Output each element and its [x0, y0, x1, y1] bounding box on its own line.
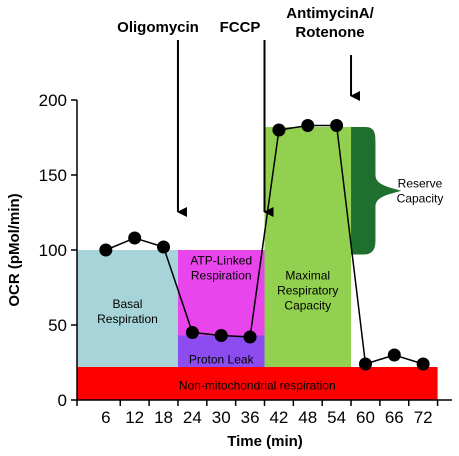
data-point — [157, 240, 171, 254]
data-point — [185, 326, 199, 339]
injection-layer: Oligomycin FCCP AntimycinA/Rotenone — [117, 5, 375, 217]
x-tick-label: 18 — [154, 408, 173, 427]
data-point — [272, 123, 286, 137]
x-tick-label: 12 — [125, 408, 144, 427]
region-label-0: Non-mitochondrial respiration — [179, 379, 336, 393]
y-tick-label: 100 — [39, 241, 67, 260]
y-tick-label: 0 — [58, 391, 67, 410]
region-1 — [77, 250, 178, 367]
data-point — [243, 330, 257, 344]
injection-label: AntimycinA/Rotenone — [286, 5, 374, 41]
x-tick-label: 30 — [212, 408, 231, 427]
region-reserve-capacity — [351, 127, 402, 255]
injection-label: Oligomycin — [117, 19, 199, 36]
axes-layer: 0 50 100 150 200 6 12 18 24 30 36 42 48 54 60 66 72 — [39, 91, 452, 427]
data-point — [416, 357, 430, 371]
x-tick-label: 36 — [241, 408, 260, 427]
region-0 — [77, 367, 438, 400]
series-layer — [99, 119, 430, 371]
region-label-4: Maximal Respiratory Capacity — [277, 269, 338, 313]
region-2 — [177, 250, 265, 336]
region-label-reserve-capacity: Reserve Capacity — [397, 176, 444, 205]
data-point — [387, 348, 401, 362]
data-point — [214, 329, 228, 342]
y-tick-label: 50 — [48, 316, 67, 335]
region-label-2: ATP-Linked Respiration — [190, 254, 252, 283]
data-point — [301, 119, 315, 132]
y-tick-label: 200 — [39, 91, 67, 110]
y-axis-title: OCR (pMol/min) — [6, 193, 23, 306]
x-tick-label: 42 — [269, 408, 288, 427]
x-tick-label: 66 — [385, 408, 404, 427]
y-tick-label: 150 — [39, 166, 67, 185]
data-point — [330, 119, 344, 132]
x-tick-label: 72 — [414, 408, 433, 427]
region-label-1: Basal Respiration — [97, 297, 158, 326]
injection-label: FCCP — [220, 19, 261, 36]
x-tick-label: 60 — [356, 408, 375, 427]
region-label-3: Proton Leak — [189, 353, 255, 367]
data-point — [99, 243, 113, 257]
x-tick-label: 54 — [327, 408, 346, 427]
x-tick-label: 48 — [298, 408, 317, 427]
x-tick-label: 6 — [101, 408, 110, 427]
x-tick-label: 24 — [183, 408, 202, 427]
x-axis-title: Time (min) — [227, 433, 303, 450]
data-point — [128, 231, 142, 245]
data-point — [358, 357, 372, 371]
region-4 — [264, 127, 352, 367]
